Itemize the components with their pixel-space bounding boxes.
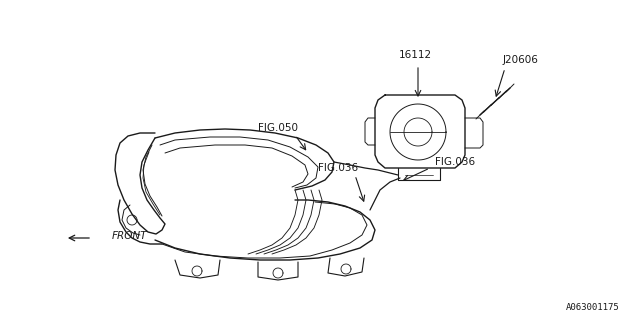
Text: FRONT: FRONT [112,231,147,241]
Text: J20606: J20606 [502,55,538,65]
Text: FIG.036: FIG.036 [435,157,475,167]
Text: FIG.050: FIG.050 [258,123,298,133]
Text: FIG.036: FIG.036 [318,163,358,173]
Text: 16112: 16112 [399,50,431,60]
Text: A063001175: A063001175 [566,303,620,312]
